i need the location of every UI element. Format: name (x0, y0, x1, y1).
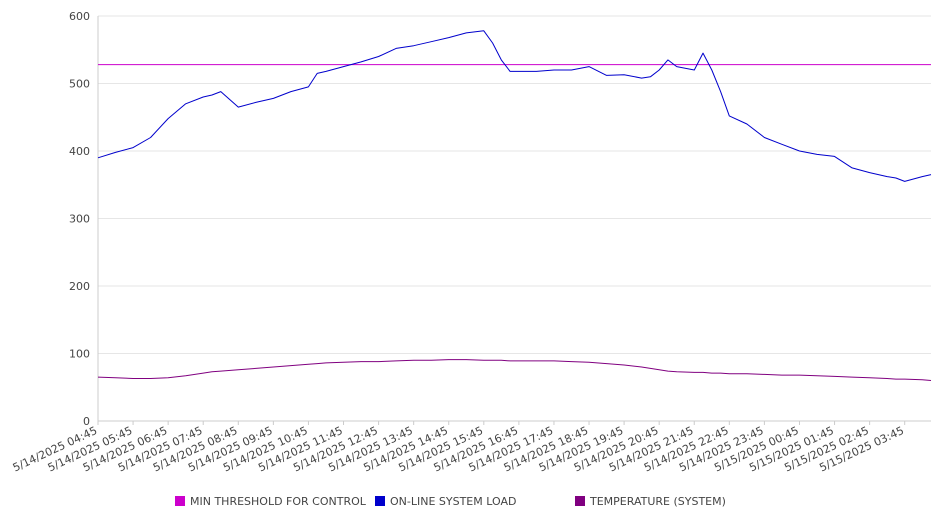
y-axis-tick-labels: 0 100 200 300 400 500 600 (69, 10, 90, 428)
legend-swatch (375, 496, 385, 506)
legend-label: ON-LINE SYSTEM LOAD (390, 495, 516, 508)
legend-swatch (575, 496, 585, 506)
legend-swatch (175, 496, 185, 506)
x-axis-tick-labels: 5/14/2025 04:455/14/2025 05:455/14/2025 … (11, 424, 906, 474)
legend-label: MIN THRESHOLD FOR CONTROL (190, 495, 367, 508)
legend: MIN THRESHOLD FOR CONTROL ON-LINE SYSTEM … (175, 495, 726, 508)
series-line-on-line-system-load (97, 30, 932, 182)
legend-label: TEMPERATURE (SYSTEM) (589, 495, 726, 508)
axes-layer (97, 16, 931, 425)
y-tick-label: 400 (69, 145, 90, 158)
grid-layer (98, 15, 931, 354)
y-tick-label: 0 (83, 415, 90, 428)
y-tick-label: 200 (69, 280, 90, 293)
y-tick-label: 100 (69, 348, 90, 361)
y-tick-label: 300 (69, 213, 90, 226)
y-tick-label: 600 (69, 10, 90, 23)
y-tick-label: 500 (69, 78, 90, 91)
series-line-temperature-system (97, 359, 932, 381)
series-layer (97, 30, 932, 381)
